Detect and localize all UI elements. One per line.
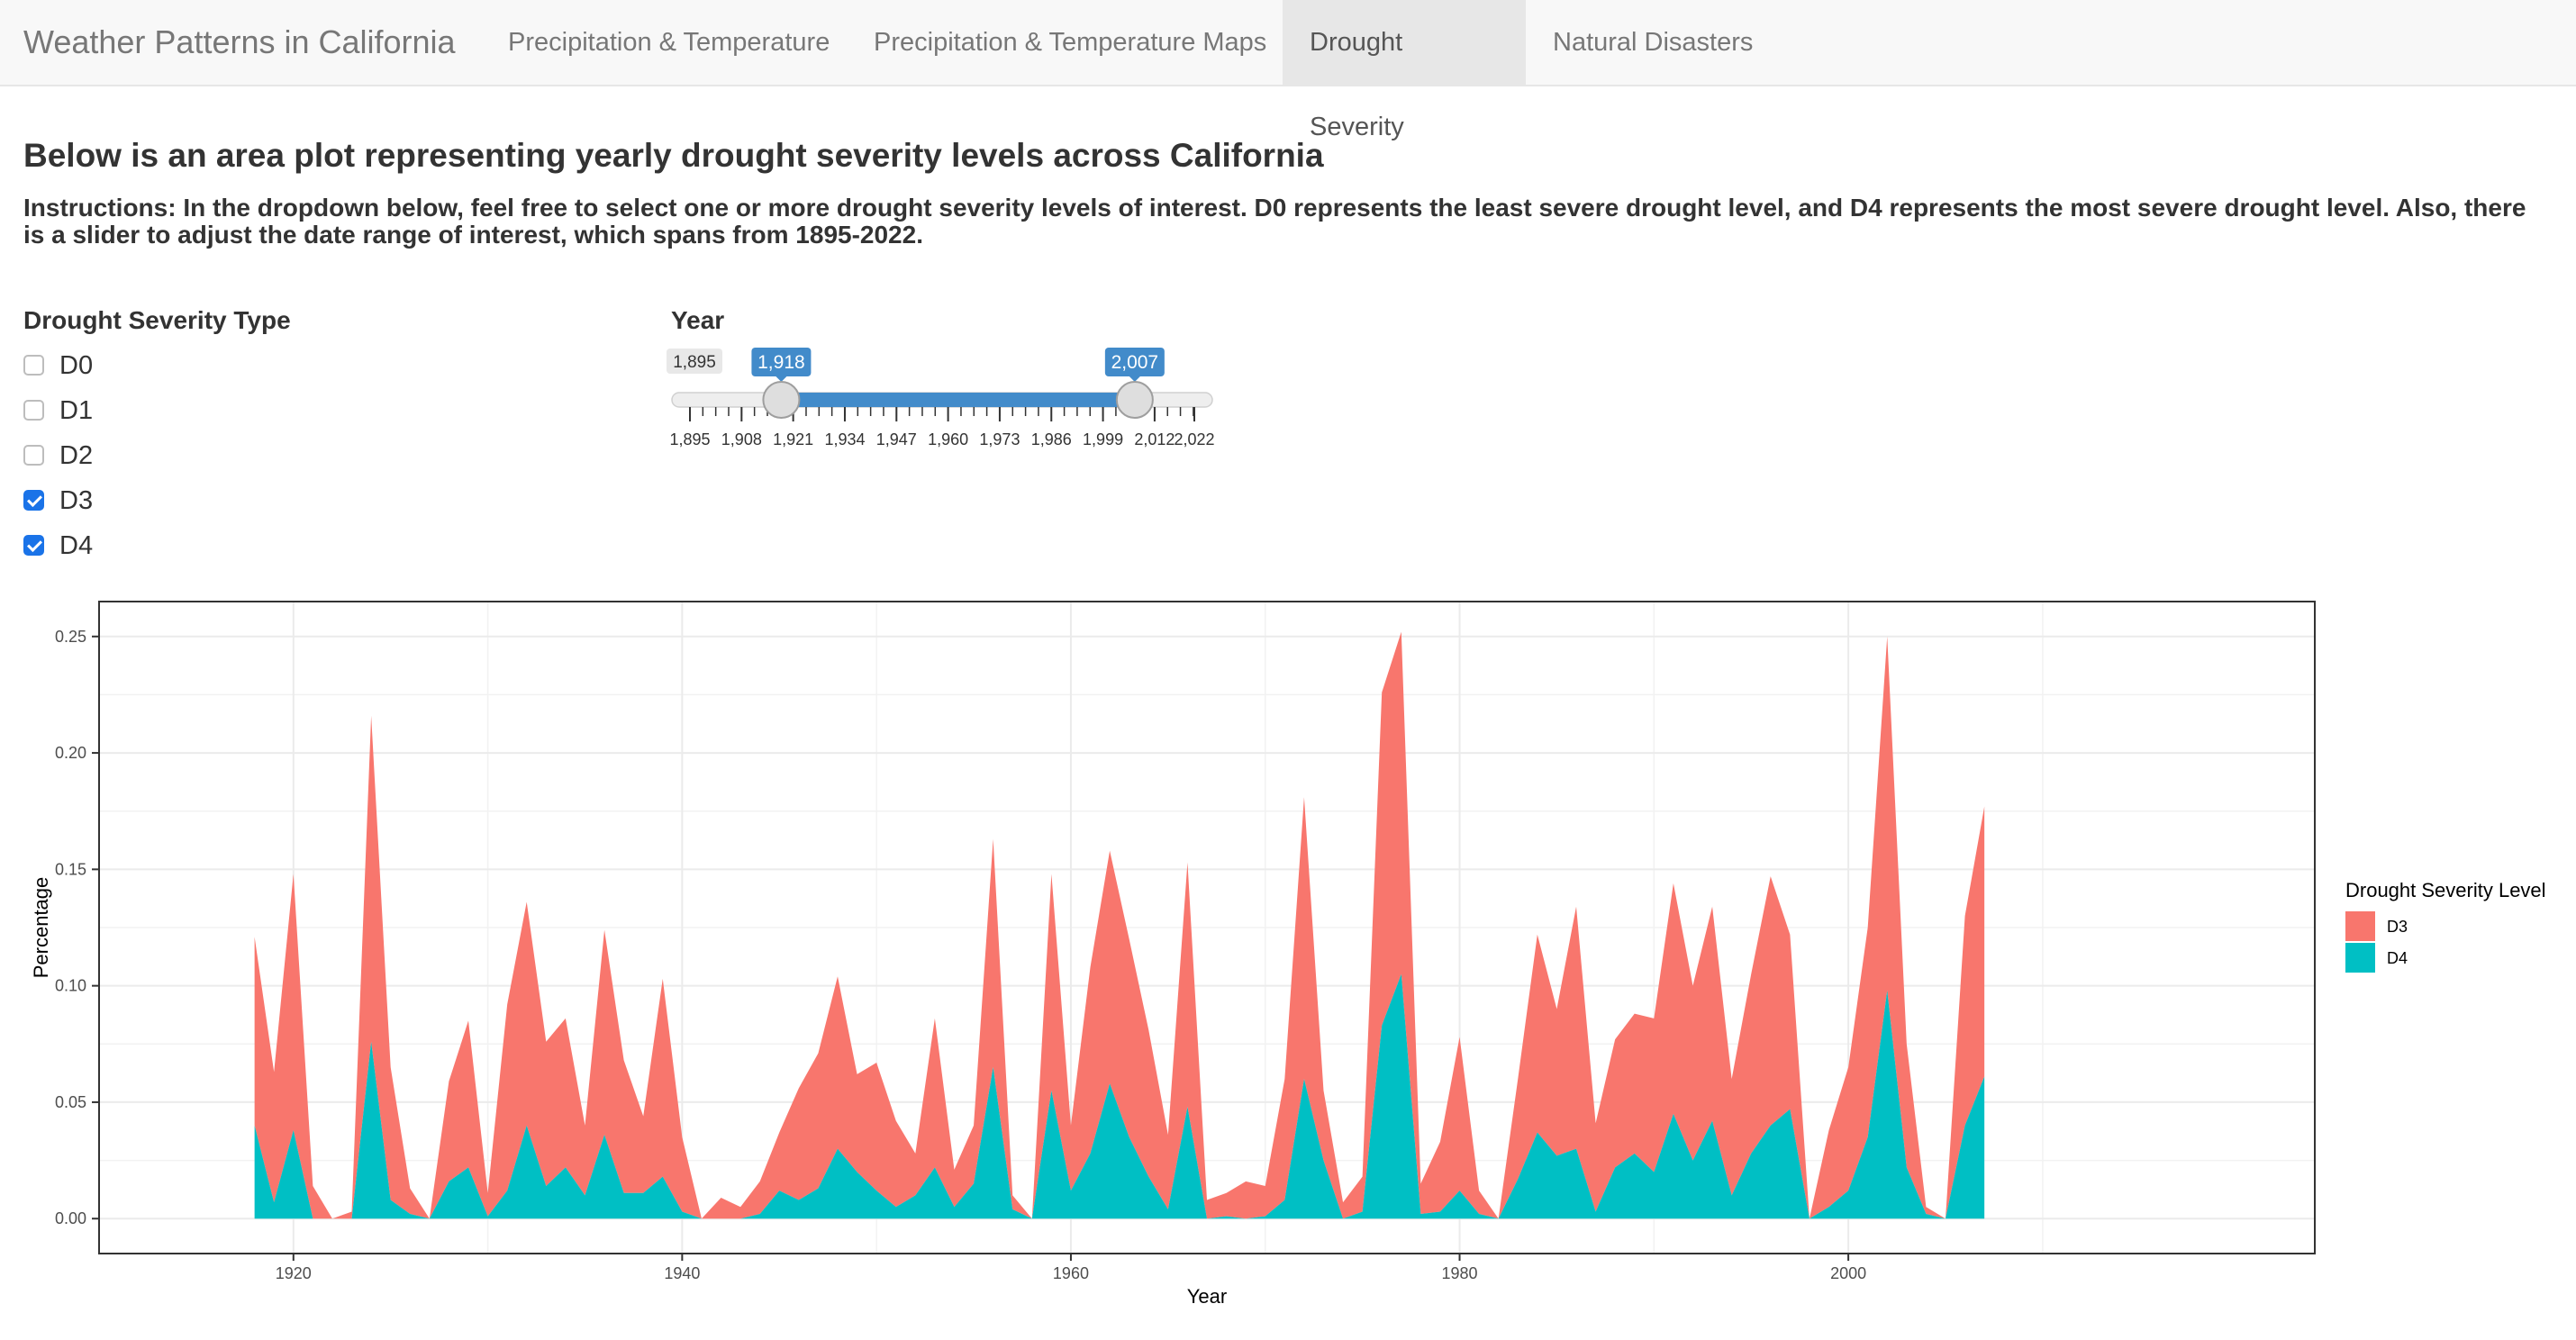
- slider-tick-label: 1,947: [876, 430, 917, 448]
- slider-tick-label: 1,960: [928, 430, 968, 448]
- checkbox-d3[interactable]: [23, 490, 44, 511]
- slider-min-label-bg: [667, 349, 722, 374]
- drought-area-chart: 0.00 0.05 0.10 0.15 0.20 0.25 1920 1940 1960 1980…: [30, 601, 2546, 1308]
- slider-from-handle[interactable]: [762, 381, 801, 419]
- slider-tick-label: 2,022: [1174, 430, 1214, 448]
- x-axis-label: Year: [1187, 1285, 1227, 1308]
- slider-selected-range[interactable]: [781, 393, 1135, 407]
- slider-tick-label: 1,986: [1031, 430, 1072, 448]
- checkbox-d4[interactable]: [23, 535, 44, 556]
- year-range-slider[interactable]: 1,895 1,908 1,921 1,934 1,947 1,960 1,973 1,986…: [667, 348, 1215, 448]
- y-axis-label: Percentage: [30, 877, 52, 979]
- slider-tick-label: 2,012: [1134, 430, 1175, 448]
- legend-title: Drought Severity Level: [2345, 879, 2546, 901]
- plot-border: [98, 601, 2316, 1254]
- tab-drought-severity[interactable]: Drought Severity: [1283, 0, 1526, 141]
- x-axis-tick-label: 1960: [1053, 1264, 1089, 1282]
- y-axis-tick-label: 0.00: [55, 1209, 86, 1227]
- legend-swatch-d3: [2345, 911, 2375, 941]
- year-slider-label: Year: [671, 306, 725, 334]
- slider-from-value-bg: [751, 348, 812, 376]
- slider-to-value-label: 2,007: [1111, 352, 1159, 373]
- slider-tick-label: 1,973: [979, 430, 1020, 448]
- y-axis-tick-label: 0.20: [55, 744, 86, 762]
- x-axis-tick-label: 1920: [276, 1264, 312, 1282]
- checkbox-d1[interactable]: [23, 400, 44, 421]
- y-axis-tick-label: 0.25: [55, 628, 86, 646]
- slider-tick-label: 1,908: [721, 430, 762, 448]
- legend-label-d4: D4: [2387, 949, 2408, 967]
- slider-min-label: 1,895: [673, 353, 716, 372]
- x-axis-tick-label: 1940: [664, 1264, 700, 1282]
- slider-from-value-label: 1,918: [757, 352, 805, 373]
- legend-label-d3: D3: [2387, 918, 2408, 936]
- slider-to-value-pointer: [1129, 376, 1140, 382]
- y-axis-tick-label: 0.15: [55, 860, 86, 878]
- severity-filter-label: Drought Severity Type: [23, 306, 291, 334]
- checkbox-d2[interactable]: [23, 445, 44, 466]
- navbar: Weather Patterns in California Precipita…: [0, 0, 2576, 141]
- area-series-d3: [254, 631, 1985, 1219]
- y-axis-tick-label: 0.05: [55, 1093, 86, 1111]
- x-axis-tick-label: 1980: [1442, 1264, 1478, 1282]
- checkbox-d0-label[interactable]: D0: [59, 351, 94, 380]
- slider-tick-label: 1,934: [824, 430, 865, 448]
- slider-tick-label: 1,921: [773, 430, 813, 448]
- legend-swatch-d4: [2345, 943, 2375, 973]
- slider-to-value-bg: [1104, 348, 1165, 376]
- x-axis-tick-label: 2000: [1830, 1264, 1866, 1282]
- instructions-text: Instructions: In the dropdown below, fee…: [23, 194, 2526, 249]
- slider-tick-label: 1,895: [669, 430, 710, 448]
- checkbox-d1-label[interactable]: D1: [59, 396, 94, 425]
- tab-precipitation-temperature[interactable]: Precipitation & Temperature: [508, 28, 830, 57]
- checkbox-d0[interactable]: [23, 355, 44, 376]
- page-title: Below is an area plot representing yearl…: [23, 137, 1324, 174]
- tab-precipitation-temperature-maps[interactable]: Precipitation & Temperature Maps: [874, 28, 1267, 57]
- slider-from-value-pointer: [776, 376, 787, 382]
- slider-tick-label: 1,999: [1083, 430, 1123, 448]
- tab-natural-disasters[interactable]: Natural Disasters: [1553, 28, 1754, 57]
- slider-to-handle[interactable]: [1115, 381, 1154, 419]
- checkbox-d3-label[interactable]: D3: [59, 486, 94, 515]
- y-axis-tick-label: 0.10: [55, 977, 86, 995]
- area-series-d4: [254, 973, 1985, 1219]
- checkbox-d4-label[interactable]: D4: [59, 531, 94, 560]
- checkbox-d2-label[interactable]: D2: [59, 441, 94, 470]
- app-title[interactable]: Weather Patterns in California: [23, 23, 456, 60]
